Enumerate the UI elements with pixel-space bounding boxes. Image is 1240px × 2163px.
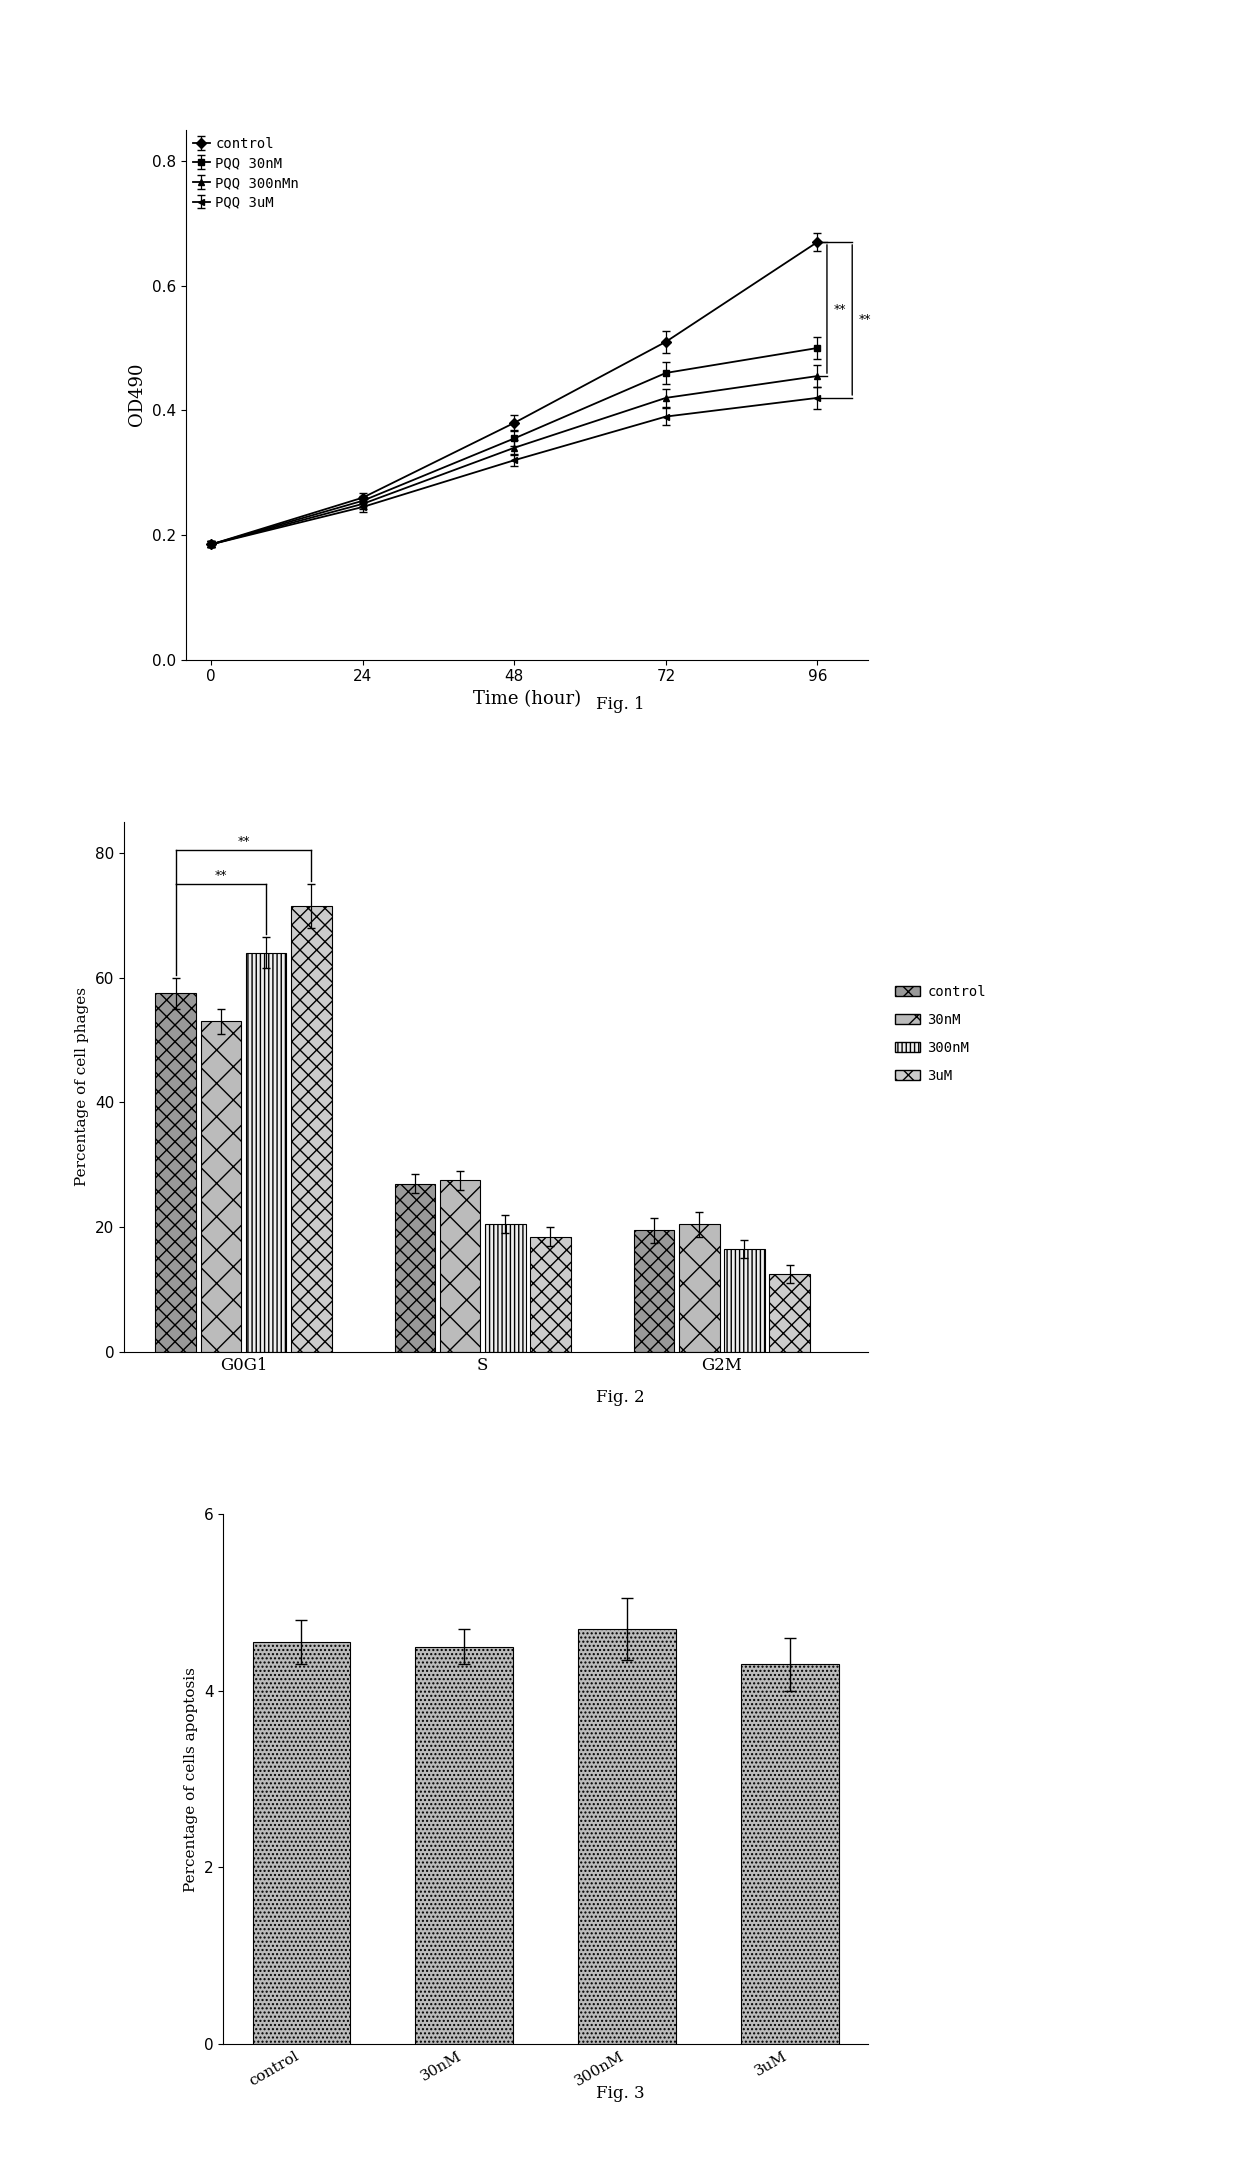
Bar	[742, 1663, 838, 2044]
Legend: control, PQQ 30nM, PQQ 300nMn, PQQ 3uM: control, PQQ 30nM, PQQ 300nMn, PQQ 3uM	[193, 136, 299, 210]
Bar	[394, 1183, 435, 1352]
Bar	[440, 1181, 480, 1352]
Bar	[291, 906, 331, 1352]
Bar	[769, 1274, 810, 1352]
Bar	[578, 1629, 676, 2044]
Legend: control, 30nM, 300nM, 3uM: control, 30nM, 300nM, 3uM	[890, 980, 992, 1088]
Bar	[253, 1642, 350, 2044]
Text: Fig. 2: Fig. 2	[595, 1389, 645, 1406]
Bar	[531, 1237, 570, 1352]
Bar	[155, 993, 196, 1352]
Y-axis label: OD490: OD490	[129, 363, 146, 426]
Text: Fig. 3: Fig. 3	[595, 2085, 645, 2102]
Text: **: **	[237, 835, 249, 848]
Text: **: **	[215, 870, 227, 883]
Bar	[634, 1231, 675, 1352]
Y-axis label: Percentage of cell phages: Percentage of cell phages	[76, 986, 89, 1187]
Text: **: **	[858, 314, 870, 327]
Text: **: **	[833, 303, 846, 316]
Bar	[485, 1224, 526, 1352]
Bar	[201, 1021, 242, 1352]
Bar	[246, 954, 286, 1352]
Bar	[680, 1224, 719, 1352]
Y-axis label: Percentage of cells apoptosis: Percentage of cells apoptosis	[185, 1668, 198, 1890]
Bar	[724, 1248, 765, 1352]
Text: Fig. 1: Fig. 1	[595, 696, 645, 714]
X-axis label: Time (hour): Time (hour)	[472, 690, 582, 707]
Bar	[415, 1646, 513, 2044]
